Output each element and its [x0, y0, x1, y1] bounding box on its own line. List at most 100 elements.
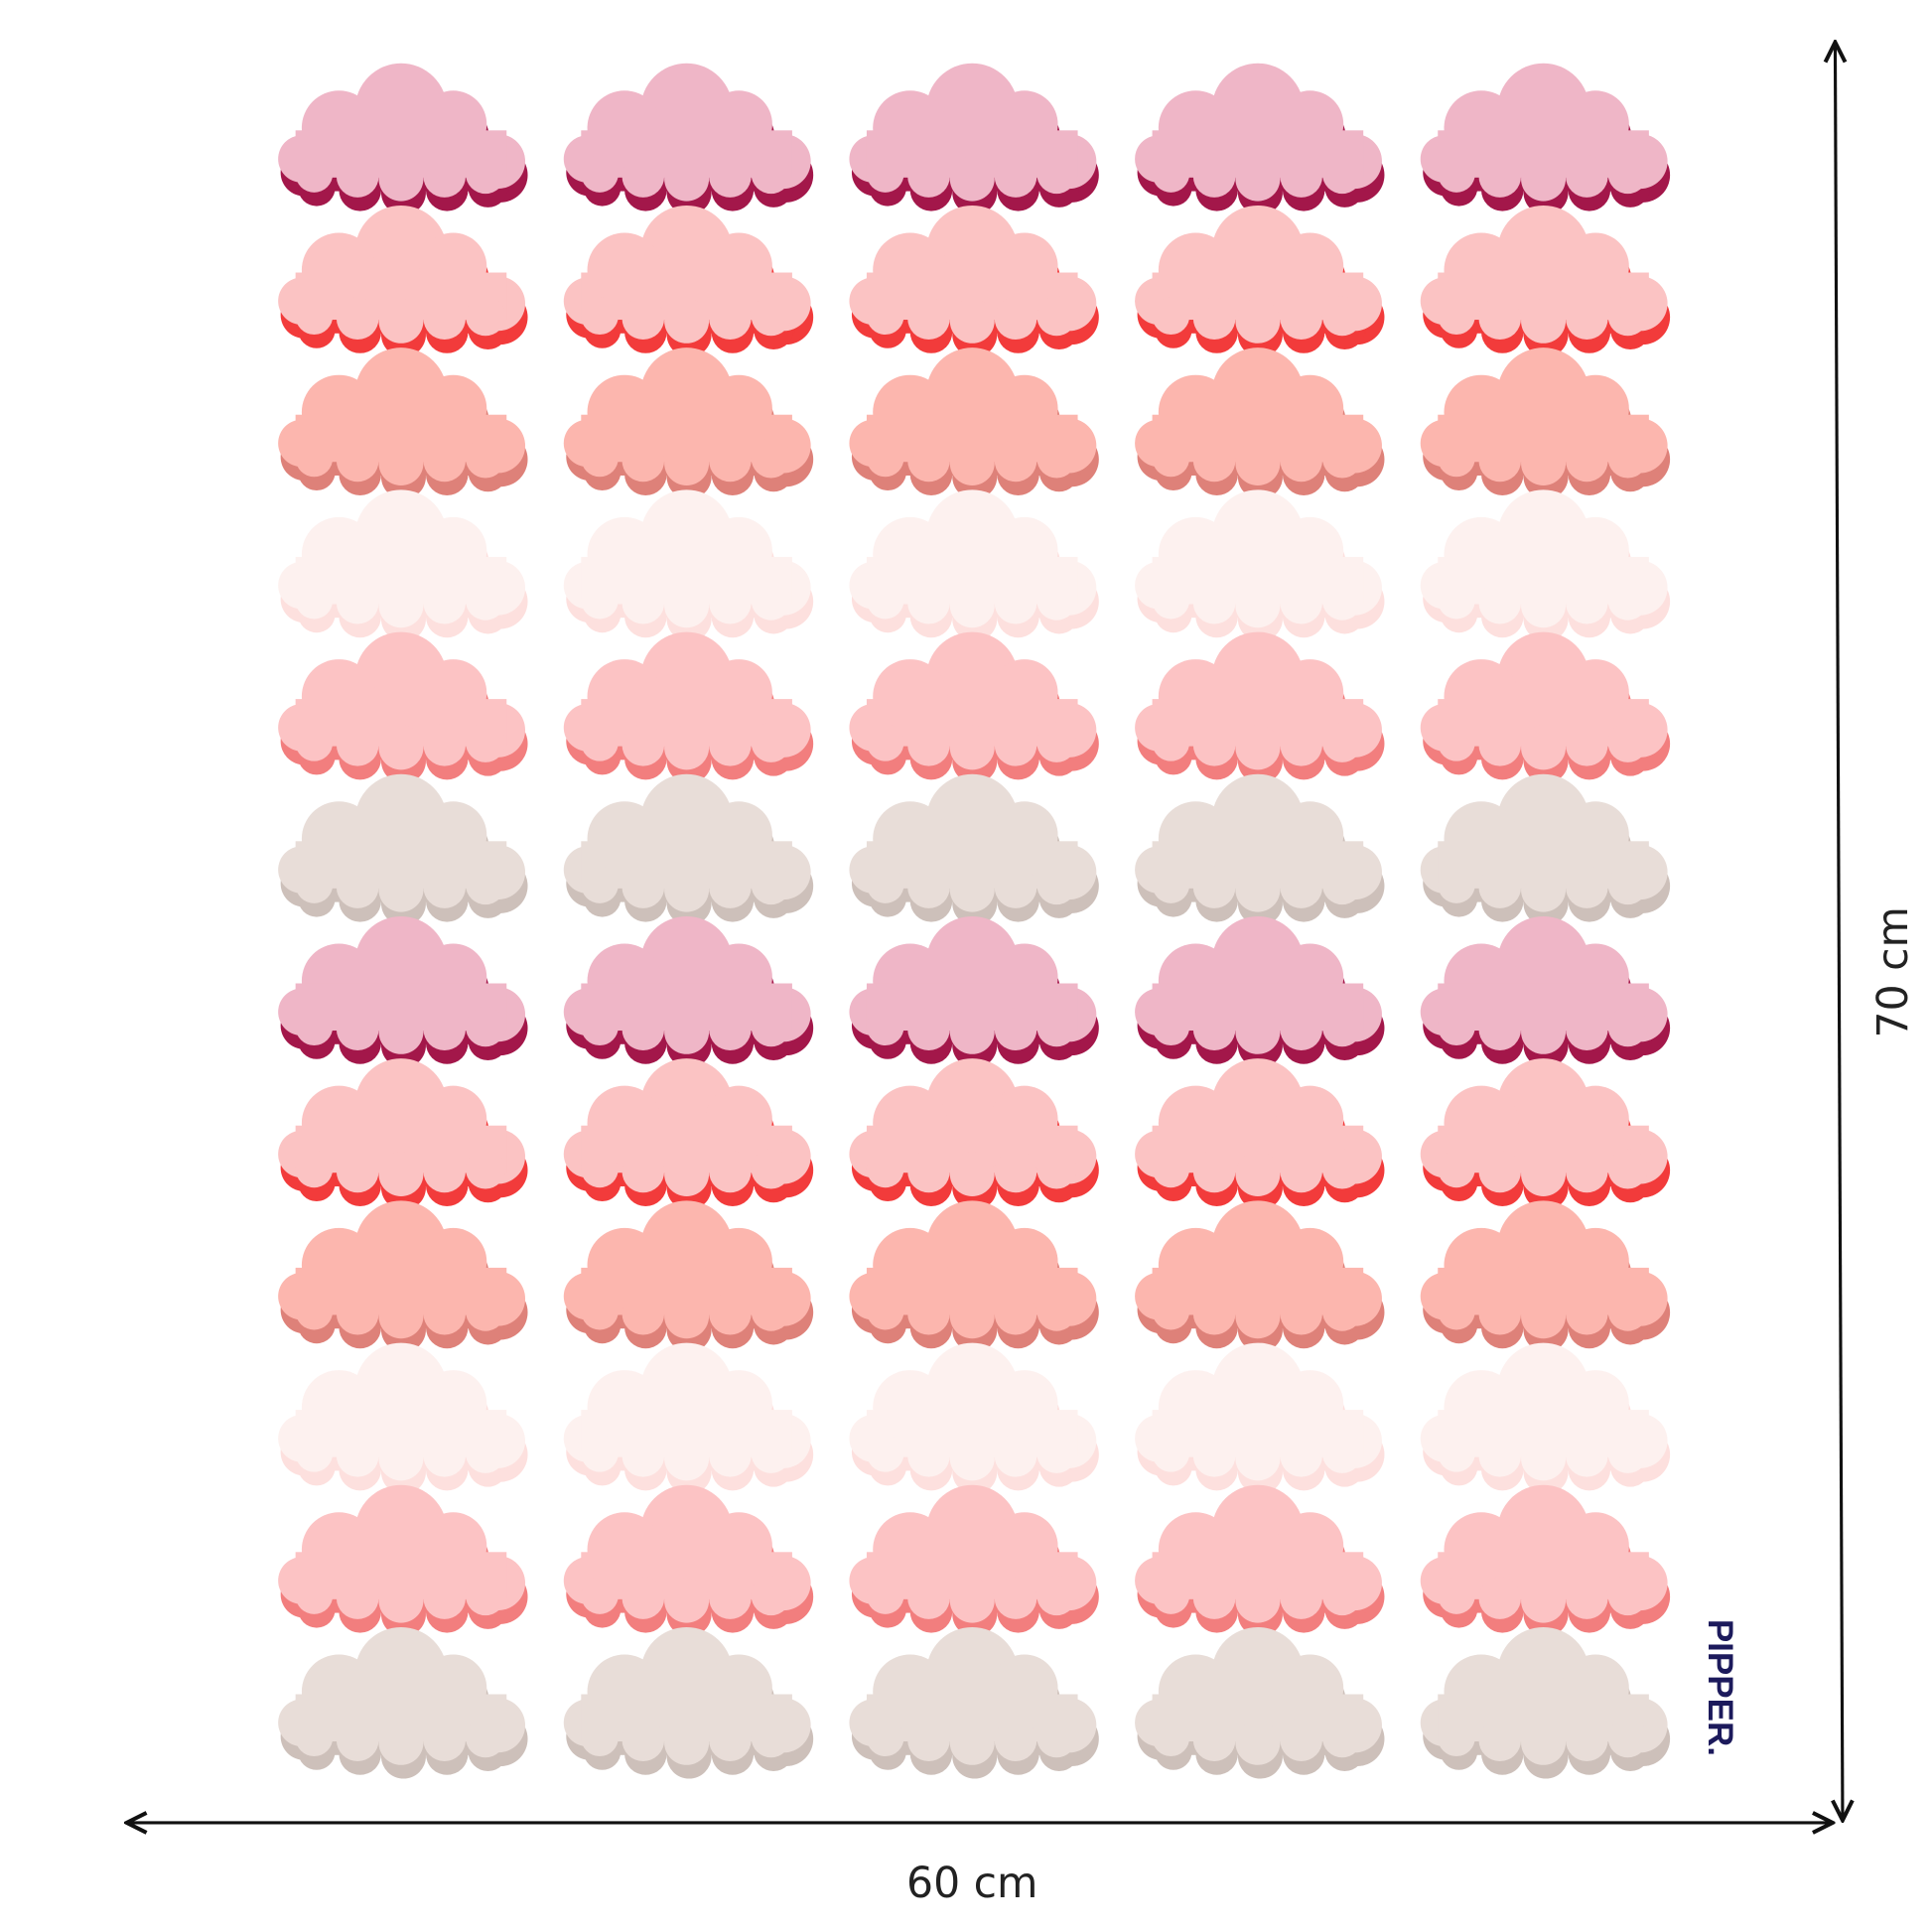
- cloud-sticker: [1135, 631, 1385, 784]
- cloud-body: [278, 1200, 526, 1339]
- cloud-sticker: [1420, 915, 1671, 1068]
- cloud-sticker: [849, 631, 1099, 784]
- cloud-sticker: [1420, 1342, 1671, 1495]
- cloud-body: [278, 63, 526, 202]
- cloud-body: [1420, 1200, 1668, 1339]
- cloud-body: [278, 1342, 526, 1481]
- cloud-sticker: [278, 1058, 528, 1210]
- cloud-body: [849, 489, 1097, 628]
- cloud-body: [1420, 63, 1668, 202]
- cloud-body: [563, 1484, 811, 1623]
- cloud-sticker: [1135, 1626, 1385, 1779]
- cloud-sticker: [1135, 347, 1385, 499]
- cloud-sticker: [563, 1200, 814, 1352]
- cloud-sticker: [849, 1626, 1099, 1779]
- cloud-sticker: [1420, 1058, 1671, 1210]
- cloud-body: [563, 489, 811, 628]
- cloud-body: [563, 915, 811, 1054]
- cloud-sticker: [1135, 1200, 1385, 1352]
- cloud-sticker: [1135, 915, 1385, 1068]
- cloud-body: [849, 1342, 1097, 1481]
- cloud-body: [563, 1342, 811, 1481]
- cloud-body: [1420, 489, 1668, 628]
- cloud-body: [563, 1058, 811, 1196]
- height-arrow: [1835, 43, 1843, 1821]
- cloud-body: [1135, 1626, 1382, 1765]
- cloud-body: [1420, 1058, 1668, 1196]
- cloud-sticker: [849, 489, 1099, 641]
- cloud-sticker: [278, 63, 528, 215]
- cloud-sticker: [278, 205, 528, 357]
- cloud-body: [278, 773, 526, 912]
- cloud-sticker: [563, 1626, 814, 1779]
- cloud-body: [1135, 1200, 1382, 1339]
- cloud-sticker: [1135, 63, 1385, 215]
- cloud-sticker: [563, 773, 814, 926]
- cloud-sticker: [563, 915, 814, 1068]
- cloud-sticker: [563, 347, 814, 499]
- cloud-sticker: [1420, 347, 1671, 499]
- cloud-body: [1135, 631, 1382, 770]
- cloud-sticker: [849, 915, 1099, 1068]
- cloud-sticker: [563, 1058, 814, 1210]
- cloud-body: [1420, 1342, 1668, 1481]
- cloud-sticker: [1135, 773, 1385, 926]
- cloud-sticker: [1135, 205, 1385, 357]
- cloud-body: [1135, 63, 1382, 202]
- cloud-body: [849, 63, 1097, 202]
- cloud-sticker: [278, 915, 528, 1068]
- brand-logo: PIPPER.: [1701, 1619, 1739, 1756]
- cloud-sticker: [1420, 205, 1671, 357]
- cloud-sticker: [1135, 1342, 1385, 1495]
- cloud-body: [563, 1626, 811, 1765]
- cloud-body: [563, 63, 811, 202]
- cloud-body: [1420, 773, 1668, 912]
- cloud-sticker: [563, 205, 814, 357]
- cloud-body: [1420, 915, 1668, 1054]
- cloud-body: [1135, 1058, 1382, 1196]
- cloud-sticker: [278, 1200, 528, 1352]
- cloud-sticker: [849, 205, 1099, 357]
- cloud-body: [849, 1200, 1097, 1339]
- cloud-sticker: [1135, 1058, 1385, 1210]
- cloud-body: [849, 1626, 1097, 1765]
- cloud-sticker: [849, 63, 1099, 215]
- cloud-sticker: [1420, 1626, 1671, 1779]
- cloud-sticker: [278, 1484, 528, 1637]
- cloud-body: [1135, 489, 1382, 628]
- cloud-body: [563, 205, 811, 344]
- cloud-sticker: [1420, 63, 1671, 215]
- cloud-sticker: [849, 1200, 1099, 1352]
- cloud-body: [278, 1058, 526, 1196]
- cloud-sticker: [849, 773, 1099, 926]
- cloud-body: [849, 1058, 1097, 1196]
- cloud-sticker: [563, 63, 814, 215]
- cloud-body: [849, 347, 1097, 486]
- cloud-sticker: [1135, 489, 1385, 641]
- cloud-body: [278, 1626, 526, 1765]
- cloud-sticker: [1420, 773, 1671, 926]
- cloud-body: [1420, 1626, 1668, 1765]
- cloud-body: [849, 205, 1097, 344]
- cloud-sticker: [849, 1484, 1099, 1637]
- cloud-body: [1135, 915, 1382, 1054]
- cloud-body: [1135, 1342, 1382, 1481]
- cloud-sticker: [563, 1342, 814, 1495]
- cloud-sticker: [278, 347, 528, 499]
- cloud-sticker: [278, 1342, 528, 1495]
- cloud-body: [563, 773, 811, 912]
- cloud-body: [1420, 205, 1668, 344]
- cloud-sticker: [563, 631, 814, 784]
- cloud-sticker: [849, 1342, 1099, 1495]
- cloud-sticker: [849, 1058, 1099, 1210]
- cloud-body: [1135, 205, 1382, 344]
- cloud-body: [278, 915, 526, 1054]
- cloud-sticker: [849, 347, 1099, 499]
- cloud-body: [563, 347, 811, 486]
- cloud-body: [278, 631, 526, 770]
- cloud-body: [849, 773, 1097, 912]
- cloud-sticker: [563, 489, 814, 641]
- cloud-sticker: [1420, 1484, 1671, 1637]
